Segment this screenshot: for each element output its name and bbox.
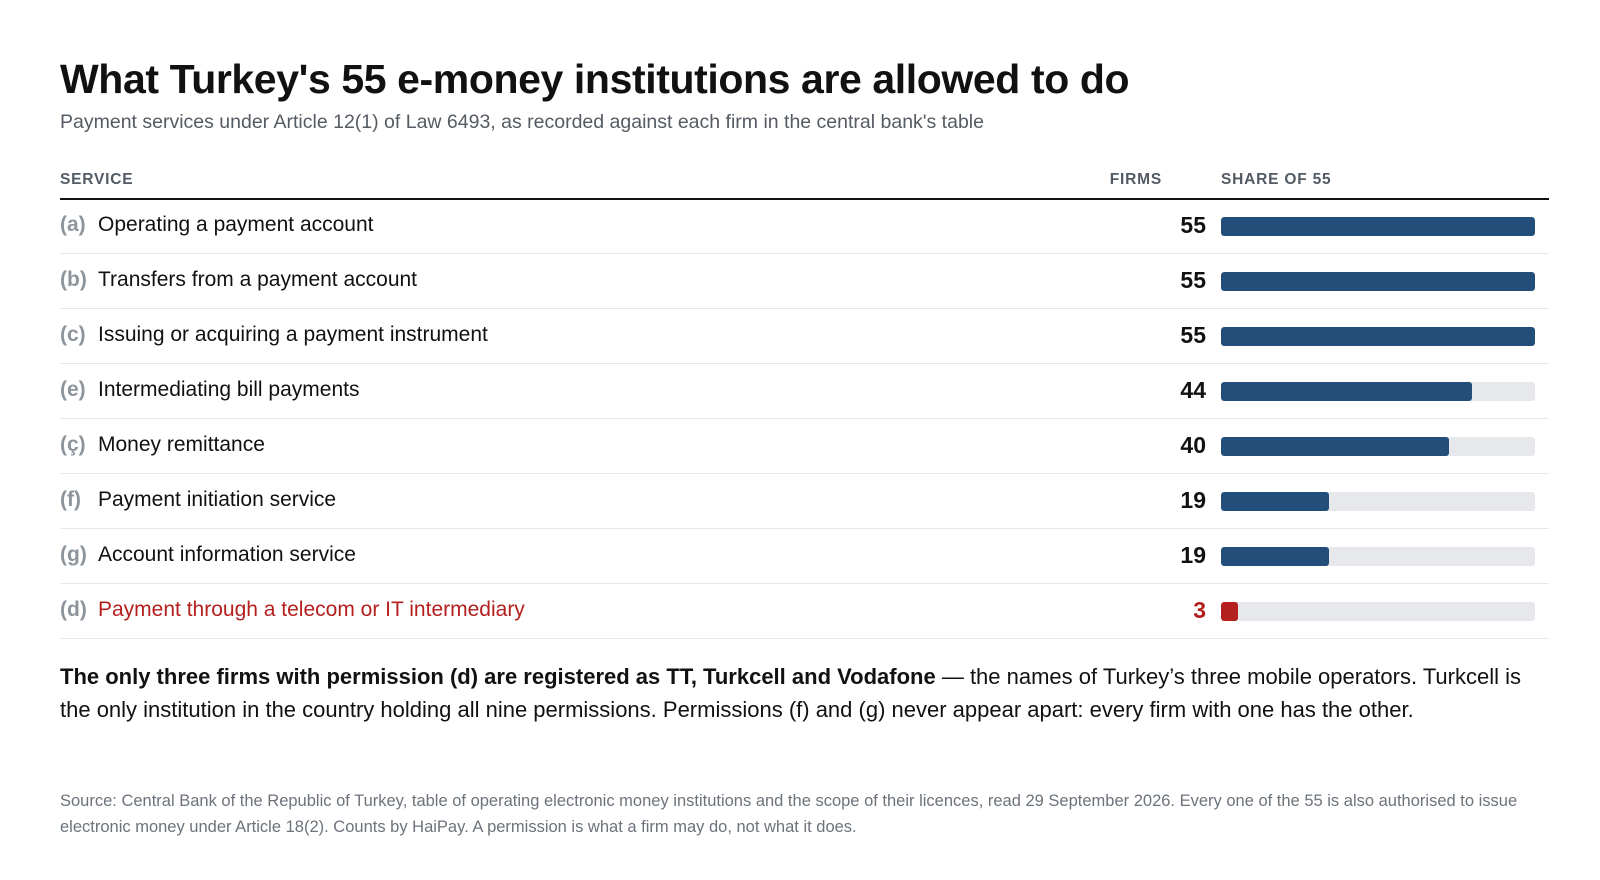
service-letter: (ç) xyxy=(60,433,86,456)
service-letter: (d) xyxy=(60,598,87,621)
service-label: Intermediating bill payments xyxy=(98,378,360,401)
column-header-service: SERVICE xyxy=(60,171,134,188)
bar xyxy=(1221,217,1535,236)
bar-track xyxy=(1221,492,1535,511)
firm-count-label: 55 xyxy=(1180,267,1206,293)
bar xyxy=(1221,492,1329,511)
firm-count-label: 55 xyxy=(1180,212,1206,238)
service-letter: (e) xyxy=(60,378,86,401)
summary-note-rest: — the names of Turkey’s three mobile ope… xyxy=(60,664,1522,722)
firm-count-label: 40 xyxy=(1180,432,1206,458)
bar xyxy=(1221,382,1472,401)
bar-track xyxy=(1221,217,1535,236)
bar xyxy=(1221,602,1238,621)
service-label: Account information service xyxy=(98,543,356,566)
column-header-share: SHARE OF 55 xyxy=(1221,171,1332,188)
service-letter: (b) xyxy=(60,268,87,291)
service-label: Operating a payment account xyxy=(98,213,374,236)
bar-rows: (a) Operating a payment account 55 (b) Trans… xyxy=(60,199,1549,639)
firm-count-label: 3 xyxy=(1193,597,1206,623)
service-letter: (f) xyxy=(60,488,81,511)
table-row: (e) Intermediating bill payments 44 xyxy=(60,364,1549,419)
service-label: Money remittance xyxy=(98,433,265,456)
service-label: Payment initiation service xyxy=(98,488,337,511)
table-row: (f) Payment initiation service 19 xyxy=(60,474,1549,529)
bar xyxy=(1221,327,1535,346)
bar-track xyxy=(1221,602,1535,621)
chart-subtitle: Payment services under Article 12(1) of … xyxy=(60,111,984,133)
table-row: (d) Payment through a telecom or IT inter… xyxy=(60,584,1549,639)
summary-note: The only three firms with permission (d)… xyxy=(60,660,1549,726)
column-header-firms: FIRMS xyxy=(1109,171,1162,188)
table-row: (g) Account information service 19 xyxy=(60,529,1549,584)
bar xyxy=(1221,547,1329,566)
service-letter: (g) xyxy=(60,543,87,566)
bar-track xyxy=(1221,327,1535,346)
service-letter: (c) xyxy=(60,323,86,346)
summary-note-lead: The only three firms with permission (d)… xyxy=(60,664,936,689)
table-row: (ç) Money remittance 40 xyxy=(60,419,1549,474)
bar xyxy=(1221,272,1535,291)
firm-count-label: 19 xyxy=(1180,487,1206,513)
service-label: Transfers from a payment account xyxy=(98,268,418,291)
table-row: (c) Issuing or acquiring a payment instru… xyxy=(60,309,1549,364)
firm-count-label: 55 xyxy=(1180,322,1206,348)
bar xyxy=(1221,437,1449,456)
table-row: (a) Operating a payment account 55 xyxy=(60,199,1549,254)
bar-track xyxy=(1221,272,1535,291)
bar-track xyxy=(1221,547,1535,566)
bar-track xyxy=(1221,382,1535,401)
firm-count-label: 44 xyxy=(1180,377,1206,403)
service-label: Payment through a telecom or IT intermed… xyxy=(98,598,525,621)
service-label: Issuing or acquiring a payment instrumen… xyxy=(98,323,488,346)
source-note: Source: Central Bank of the Republic of … xyxy=(60,792,1518,836)
service-letter: (a) xyxy=(60,213,86,236)
table-row: (b) Transfers from a payment account 55 xyxy=(60,254,1549,309)
bar-track xyxy=(1221,437,1535,456)
table-header: SERVICE FIRMS SHARE OF 55 xyxy=(60,168,1549,200)
chart-title: What Turkey's 55 e-money institutions ar… xyxy=(60,56,1130,102)
firm-count-label: 19 xyxy=(1180,542,1206,568)
